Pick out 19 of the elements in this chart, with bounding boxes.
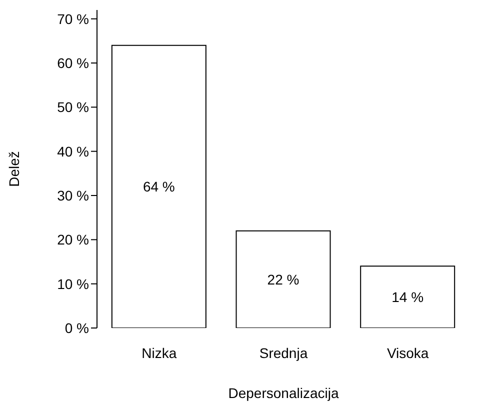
y-tick-label: 50 % (57, 99, 89, 116)
x-tick-label: Nizka (142, 344, 177, 361)
y-tick-label: 70 % (57, 10, 89, 27)
x-axis-title: Depersonalizacija (228, 385, 339, 401)
y-tick-label: 0 % (64, 320, 89, 336)
bar (360, 266, 456, 328)
y-tick-label: 60 % (57, 54, 89, 71)
x-tick-label: Visoka (386, 344, 429, 361)
y-tick-label: 30 % (57, 187, 89, 204)
y-axis-title: Delež (6, 151, 22, 187)
y-tick-label: 10 % (57, 276, 89, 292)
bar (111, 44, 206, 328)
x-tick-label: Srednja (259, 344, 308, 361)
y-tick-label: 20 % (57, 232, 89, 248)
data-label: 64 % (142, 178, 175, 195)
data-label: 22 % (267, 271, 300, 288)
bar (236, 230, 331, 328)
y-tick-label: 40 % (57, 143, 89, 160)
data-label: 14 % (392, 289, 424, 306)
